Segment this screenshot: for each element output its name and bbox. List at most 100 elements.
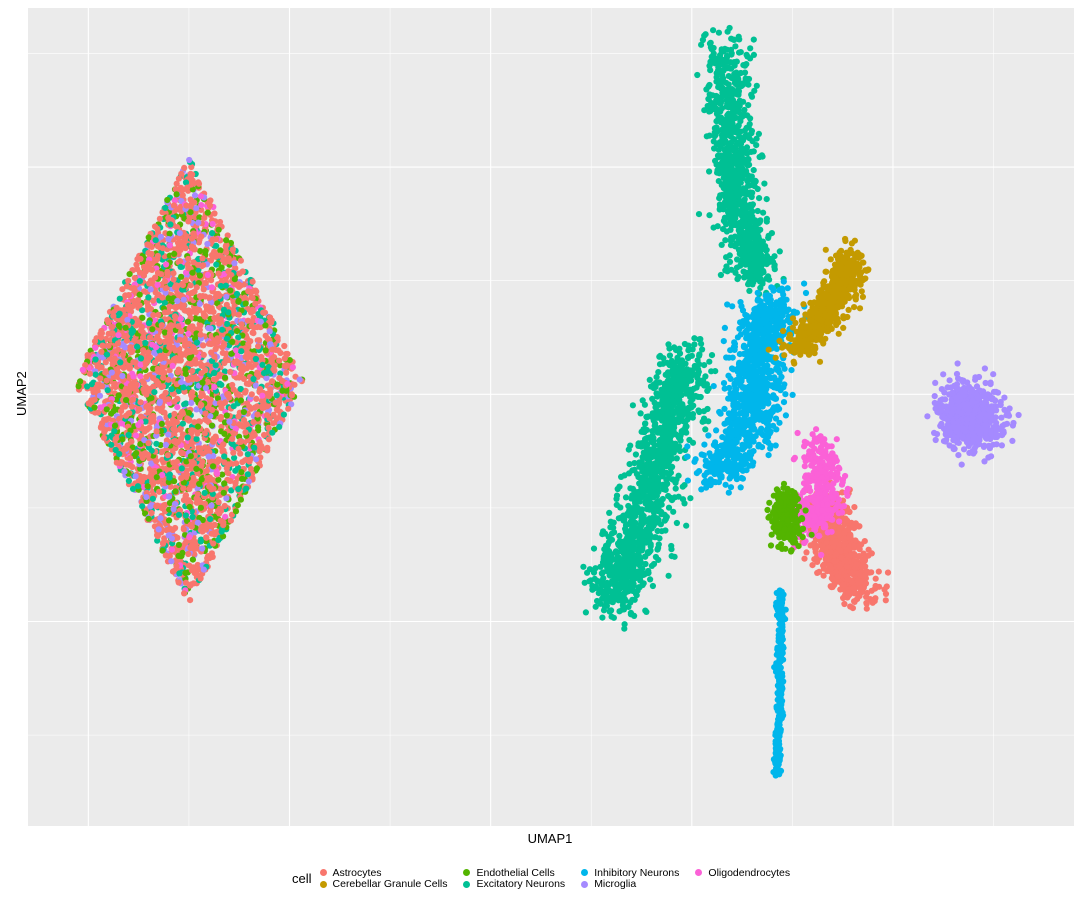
scatter-point xyxy=(111,380,118,387)
scatter-point xyxy=(223,320,231,327)
scatter-point xyxy=(176,414,183,421)
scatter-point xyxy=(184,261,191,268)
scatter-point xyxy=(158,505,165,512)
scatter-point xyxy=(179,420,186,427)
scatter-point xyxy=(172,355,179,362)
scatter-point xyxy=(754,207,761,215)
scatter-point xyxy=(216,218,224,226)
scatter-point xyxy=(741,252,749,259)
scatter-point xyxy=(133,432,140,439)
scatter-point xyxy=(149,495,156,502)
scatter-point xyxy=(142,339,149,347)
scatter-point xyxy=(231,260,238,267)
scatter-point xyxy=(142,510,149,517)
scatter-point xyxy=(176,258,184,265)
scatter-point xyxy=(259,392,266,399)
scatter-point xyxy=(132,385,139,392)
scatter-point xyxy=(109,323,116,331)
scatter-point xyxy=(153,503,160,510)
scatter-point xyxy=(139,454,146,462)
scatter-point xyxy=(112,435,119,442)
scatter-point xyxy=(178,273,185,280)
scatter-point xyxy=(150,374,157,382)
scatter-point xyxy=(178,170,185,177)
scatter-point xyxy=(130,373,137,380)
scatter-point xyxy=(192,349,199,356)
scatter-point xyxy=(223,293,230,300)
scatter-point xyxy=(159,547,166,554)
scatter-point xyxy=(211,369,218,376)
scatter-point xyxy=(175,175,182,182)
scatter-point xyxy=(229,246,236,253)
scatter-point xyxy=(180,384,187,391)
scatter-point xyxy=(99,342,106,349)
scatter-point xyxy=(743,51,750,58)
scatter-point xyxy=(203,417,210,424)
scatter-point xyxy=(184,318,192,325)
scatter-points xyxy=(75,24,1022,779)
scatter-point xyxy=(744,222,751,229)
scatter-point xyxy=(235,445,242,452)
scatter-point xyxy=(248,391,255,398)
scatter-point xyxy=(242,300,249,307)
scatter-point xyxy=(199,255,206,262)
scatter-point xyxy=(183,443,191,451)
scatter-point xyxy=(760,209,767,216)
scatter-point xyxy=(741,127,748,134)
scatter-point xyxy=(150,312,157,319)
scatter-point xyxy=(237,496,244,503)
scatter-point xyxy=(186,503,193,510)
scatter-point xyxy=(196,307,203,314)
scatter-point xyxy=(172,445,179,452)
scatter-point xyxy=(125,364,132,371)
scatter-point xyxy=(102,369,109,376)
scatter-point xyxy=(137,413,145,420)
scatter-point xyxy=(245,360,252,367)
scatter-point xyxy=(154,533,161,540)
scatter-point xyxy=(728,178,735,185)
scatter-point xyxy=(182,370,189,377)
scatter-point xyxy=(753,135,760,142)
scatter-point xyxy=(198,462,205,469)
scatter-point xyxy=(184,184,191,191)
scatter-point xyxy=(753,268,761,275)
scatter-point xyxy=(735,128,742,135)
scatter-point xyxy=(200,566,207,573)
scatter-point xyxy=(201,489,208,496)
scatter-point xyxy=(129,463,136,471)
scatter-point xyxy=(198,393,205,400)
scatter-point xyxy=(283,369,290,376)
scatter-point xyxy=(189,482,196,489)
scatter-point xyxy=(212,400,219,407)
scatter-point xyxy=(145,440,152,447)
scatter-point xyxy=(227,368,234,375)
scatter-point xyxy=(151,223,159,230)
scatter-point xyxy=(157,352,164,359)
scatter-point xyxy=(745,81,752,88)
scatter-point xyxy=(253,465,260,472)
scatter-point xyxy=(158,383,165,391)
scatter-point xyxy=(162,441,170,448)
scatter-point xyxy=(91,404,98,411)
scatter-point xyxy=(104,387,111,394)
scatter-point xyxy=(265,424,272,431)
scatter-point xyxy=(177,263,184,270)
scatter-point xyxy=(695,211,703,218)
scatter-point xyxy=(177,315,184,322)
scatter-point xyxy=(256,439,263,446)
scatter-point xyxy=(244,471,251,478)
scatter-point xyxy=(105,342,112,349)
scatter-point xyxy=(164,196,171,204)
scatter-point xyxy=(165,396,172,403)
scatter-point xyxy=(165,295,172,302)
scatter-point xyxy=(152,274,159,281)
scatter-point xyxy=(606,509,613,516)
scatter-point xyxy=(257,318,264,325)
scatter-point xyxy=(185,330,192,337)
scatter-point xyxy=(712,157,719,164)
scatter-point xyxy=(237,438,244,445)
scatter-point xyxy=(118,420,125,427)
scatter-point xyxy=(170,270,177,277)
scatter-point xyxy=(182,400,189,407)
scatter-point xyxy=(167,322,175,329)
